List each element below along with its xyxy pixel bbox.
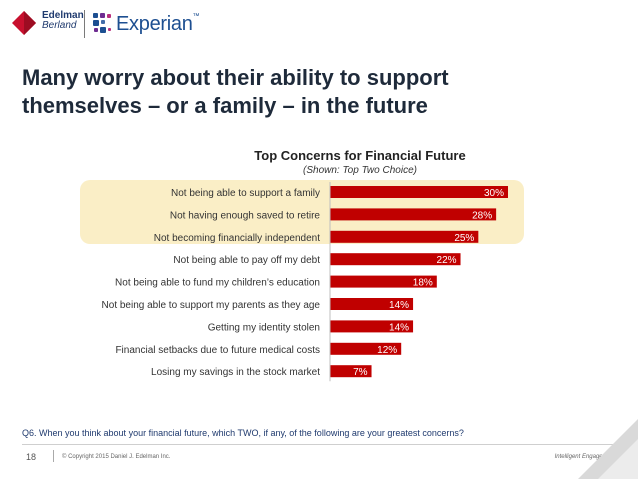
value-label: 7% [353, 367, 368, 378]
value-label: 22% [437, 255, 457, 266]
value-label: 28% [472, 210, 492, 221]
value-label: 30% [484, 188, 504, 199]
survey-question: Q6. When you think about your financial … [22, 428, 464, 438]
experian-logo-text: Experian™ [116, 13, 200, 36]
value-label: 25% [454, 233, 474, 244]
corner-decoration [578, 419, 638, 479]
copyright-text: © Copyright 2015 Daniel J. Edelman Inc. [62, 454, 171, 460]
value-label: 12% [377, 345, 397, 356]
value-label: 14% [389, 322, 409, 333]
bar [330, 230, 479, 243]
bar [330, 320, 414, 333]
edelman-logo-line2: Berland [42, 20, 77, 31]
logo-divider [84, 10, 85, 38]
bar [330, 186, 508, 198]
slide-title: Many worry about their ability to suppor… [22, 65, 449, 118]
value-label: 18% [413, 278, 433, 289]
category-label: Not being able to support my parents as … [102, 300, 321, 311]
category-label: Losing my savings in the stock market [151, 367, 320, 378]
value-label: 14% [389, 300, 409, 311]
bar [330, 253, 461, 266]
category-label: Not being able to fund my children’s edu… [115, 278, 320, 289]
bar [330, 342, 402, 355]
experian-logo-mark [93, 13, 111, 33]
chart-subtitle: (Shown: Top Two Choice) [303, 165, 417, 176]
edelman-logo-text: Edelman Berland [42, 11, 84, 31]
experian-logo-tm: ™ [192, 13, 200, 20]
footer-rule [22, 444, 616, 445]
chart-title: Top Concerns for Financial Future [254, 148, 466, 163]
page-number-divider [53, 450, 54, 462]
bar [330, 298, 414, 310]
page-number: 18 [26, 452, 37, 462]
category-label: Getting my identity stolen [208, 322, 320, 333]
experian-logo-name: Experian [116, 13, 193, 35]
tagline-text: Intelligent Engagement [554, 454, 616, 460]
category-label: Not being able to support a family [171, 188, 320, 199]
category-label: Not becoming financially independent [154, 233, 320, 244]
bar [330, 365, 372, 378]
bar [330, 208, 497, 221]
category-label: Not having enough saved to retire [170, 210, 321, 221]
edelman-logo-mark [12, 11, 36, 35]
category-label: Financial setbacks due to future medical… [115, 345, 320, 356]
bar [330, 275, 437, 288]
category-label: Not being able to pay off my debt [173, 255, 320, 266]
edelman-logo-line1: Edelman [42, 10, 84, 21]
